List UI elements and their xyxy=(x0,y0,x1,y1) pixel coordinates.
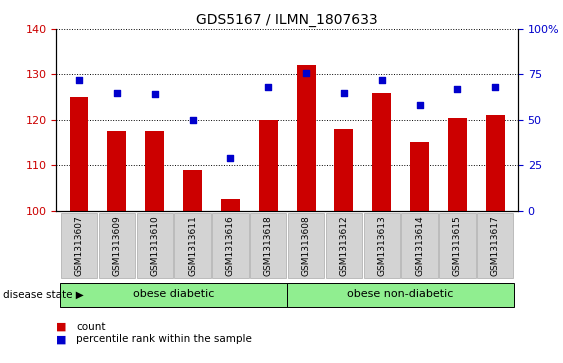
Bar xyxy=(401,213,438,278)
Bar xyxy=(297,65,315,211)
Point xyxy=(113,90,122,95)
Title: GDS5167 / ILMN_1807633: GDS5167 / ILMN_1807633 xyxy=(196,13,378,26)
Bar xyxy=(486,115,504,211)
Point xyxy=(263,84,272,90)
Text: GSM1313615: GSM1313615 xyxy=(453,216,462,276)
Text: obese diabetic: obese diabetic xyxy=(133,289,215,299)
Bar xyxy=(250,213,287,278)
Bar xyxy=(287,283,514,307)
Bar xyxy=(448,118,467,211)
Text: GSM1313618: GSM1313618 xyxy=(263,216,272,276)
Text: ■: ■ xyxy=(56,334,67,344)
Point xyxy=(377,77,386,83)
Bar xyxy=(183,170,202,211)
Text: GSM1313612: GSM1313612 xyxy=(339,216,348,276)
Bar xyxy=(136,213,173,278)
Bar xyxy=(334,129,354,211)
Bar xyxy=(70,97,88,211)
Text: obese non-diabetic: obese non-diabetic xyxy=(347,289,454,299)
Bar xyxy=(326,213,362,278)
Bar xyxy=(212,213,248,278)
Text: GSM1313617: GSM1313617 xyxy=(491,216,500,276)
Text: ■: ■ xyxy=(56,322,67,332)
Point xyxy=(339,90,348,95)
Bar xyxy=(221,199,240,211)
Bar xyxy=(372,93,391,211)
Bar xyxy=(410,143,429,211)
Bar xyxy=(477,213,513,278)
Point xyxy=(150,91,159,97)
Bar xyxy=(108,131,126,211)
Bar xyxy=(288,213,324,278)
Text: GSM1313608: GSM1313608 xyxy=(302,216,311,276)
Point xyxy=(74,77,83,83)
Text: count: count xyxy=(76,322,105,332)
Text: GSM1313611: GSM1313611 xyxy=(188,216,197,276)
Text: GSM1313607: GSM1313607 xyxy=(74,216,83,276)
Point xyxy=(491,84,500,90)
Point xyxy=(453,86,462,92)
Bar xyxy=(364,213,400,278)
Bar xyxy=(259,120,278,211)
Text: GSM1313609: GSM1313609 xyxy=(113,216,122,276)
Text: GSM1313613: GSM1313613 xyxy=(377,216,386,276)
Point xyxy=(302,70,311,76)
Text: percentile rank within the sample: percentile rank within the sample xyxy=(76,334,252,344)
Point xyxy=(415,102,424,108)
Text: GSM1313614: GSM1313614 xyxy=(415,216,424,276)
Text: disease state ▶: disease state ▶ xyxy=(3,290,83,300)
Bar xyxy=(439,213,476,278)
Bar xyxy=(175,213,211,278)
Text: GSM1313616: GSM1313616 xyxy=(226,216,235,276)
Point xyxy=(188,117,197,123)
Bar xyxy=(61,213,97,278)
Point xyxy=(226,155,235,161)
Bar xyxy=(145,131,164,211)
Bar xyxy=(99,213,135,278)
Bar xyxy=(60,283,287,307)
Text: GSM1313610: GSM1313610 xyxy=(150,216,159,276)
